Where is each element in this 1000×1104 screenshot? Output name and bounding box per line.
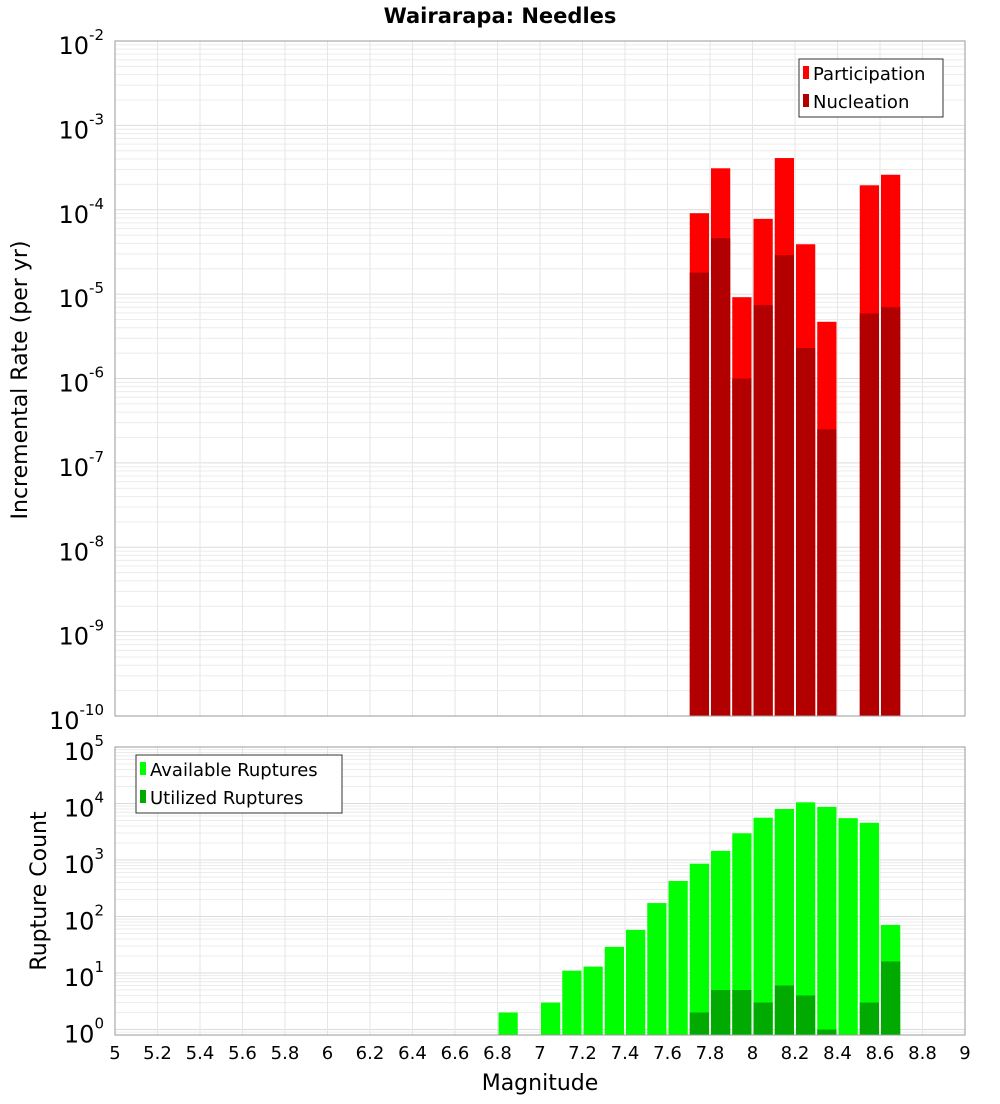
- bar-available-ruptures: [859, 822, 879, 1035]
- bar-available-ruptures: [732, 833, 752, 1035]
- bar-available-ruptures: [796, 802, 816, 1035]
- y-tick-label: 10-3: [58, 110, 104, 144]
- x-tick-label: 6.8: [483, 1043, 512, 1064]
- x-tick-label: 6: [322, 1043, 333, 1064]
- x-tick-label: 9: [959, 1043, 970, 1064]
- bar-available-ruptures: [668, 881, 688, 1035]
- bar-available-ruptures: [774, 808, 794, 1035]
- plot-frame: [114, 40, 966, 717]
- bottom-y-axis-label: Rupture Count: [27, 811, 52, 971]
- bar-utilized-ruptures: [796, 995, 816, 1035]
- bar-available-ruptures: [711, 850, 731, 1035]
- bar-nucleation: [689, 272, 709, 716]
- y-tick-label: 10-4: [58, 195, 104, 229]
- y-tick-label: 103: [64, 845, 104, 879]
- bar-utilized-ruptures: [881, 961, 901, 1035]
- bar-nucleation: [859, 313, 879, 716]
- bar-available-ruptures: [626, 929, 646, 1035]
- y-tick-label: 10-7: [58, 448, 104, 482]
- bar-available-ruptures: [647, 903, 667, 1035]
- bar-nucleation: [774, 255, 794, 716]
- bar-available-ruptures: [689, 863, 709, 1035]
- x-tick-label: 5.2: [143, 1043, 172, 1064]
- bar-nucleation: [753, 305, 773, 716]
- y-tick-label: 10-8: [58, 532, 104, 566]
- x-tick-labels: 5 5.2 5.4 5.6 5.8 6 6.2 6.4 6.6 6.8 7 7.2 7.4 7.6 7.8 8…: [109, 1043, 970, 1064]
- x-tick-label: 5.8: [271, 1043, 300, 1064]
- bar-available-ruptures: [817, 806, 837, 1035]
- x-tick-label: 7.4: [611, 1043, 640, 1064]
- legend-swatch: [803, 94, 809, 107]
- legend-swatch: [140, 790, 146, 803]
- bar-utilized-ruptures: [817, 1029, 837, 1035]
- bar-utilized-ruptures: [859, 1002, 879, 1035]
- x-tick-label: 8.6: [866, 1043, 895, 1064]
- bar-utilized-ruptures: [774, 985, 794, 1035]
- y-tick-label: 100: [64, 1015, 104, 1049]
- x-tick-label: 8.8: [908, 1043, 937, 1064]
- bar-nucleation: [881, 307, 901, 716]
- y-tick-label: 102: [64, 902, 104, 936]
- bar-utilized-ruptures: [753, 1002, 773, 1035]
- plot-frame: [114, 746, 966, 1036]
- legend-label: Nucleation: [813, 92, 909, 113]
- y-tick-label: 105: [64, 732, 104, 766]
- bottom-plot: 100 101 102 103 104 105 Available Ruptures Util…: [64, 732, 966, 1049]
- bar-utilized-ruptures: [711, 990, 731, 1035]
- bar-nucleation: [817, 429, 837, 716]
- legend-box: [135, 754, 343, 814]
- x-tick-label: 5: [109, 1043, 120, 1064]
- bar-utilized-ruptures: [689, 1012, 709, 1035]
- x-tick-label: 8.2: [781, 1043, 810, 1064]
- y-tick-label: 10-10: [49, 701, 104, 735]
- x-tick-label: 5.4: [186, 1043, 215, 1064]
- bar-available-ruptures: [604, 946, 624, 1035]
- x-tick-label: 8: [747, 1043, 758, 1064]
- bar-available-ruptures: [753, 817, 773, 1035]
- legend-label: Utilized Ruptures: [150, 788, 303, 809]
- bar-utilized-ruptures: [732, 990, 752, 1035]
- bar-nucleation: [796, 347, 816, 716]
- legend-swatch: [803, 66, 809, 79]
- top-plot: 10-10 10-9 10-8 10-7 10-6 10-5 10-4 10-3 10-2 Par…: [49, 26, 966, 735]
- y-tick-label: 10-5: [58, 279, 104, 313]
- legend-box: [798, 58, 944, 118]
- x-axis-label: Magnitude: [482, 1071, 599, 1096]
- x-tick-label: 7.8: [696, 1043, 725, 1064]
- x-tick-label: 8.4: [823, 1043, 852, 1064]
- bar-nucleation: [732, 378, 752, 716]
- y-tick-label: 10-9: [58, 617, 104, 651]
- bar-nucleation: [711, 238, 731, 716]
- bar-available-ruptures: [562, 970, 582, 1035]
- y-tick-label: 10-6: [58, 364, 104, 398]
- y-tick-label: 101: [64, 958, 104, 992]
- x-tick-label: 6.2: [356, 1043, 385, 1064]
- legend-swatch: [140, 762, 146, 775]
- x-tick-label: 6.4: [398, 1043, 427, 1064]
- x-tick-label: 7.6: [653, 1043, 682, 1064]
- y-tick-label: 10-2: [58, 26, 104, 60]
- bar-available-ruptures: [541, 1002, 561, 1035]
- bar-available-ruptures: [838, 818, 858, 1035]
- x-tick-label: 5.6: [228, 1043, 257, 1064]
- chart-title: Wairarapa: Needles: [384, 4, 617, 28]
- bar-available-ruptures: [498, 1012, 518, 1035]
- top-y-axis-label: Incremental Rate (per yr): [8, 241, 33, 520]
- legend-label: Available Ruptures: [150, 760, 318, 781]
- legend-label: Participation: [813, 64, 925, 85]
- bar-available-ruptures: [583, 966, 603, 1035]
- x-tick-label: 7: [534, 1043, 545, 1064]
- x-tick-label: 6.6: [441, 1043, 470, 1064]
- x-tick-label: 7.2: [568, 1043, 597, 1064]
- y-tick-label: 104: [64, 789, 104, 823]
